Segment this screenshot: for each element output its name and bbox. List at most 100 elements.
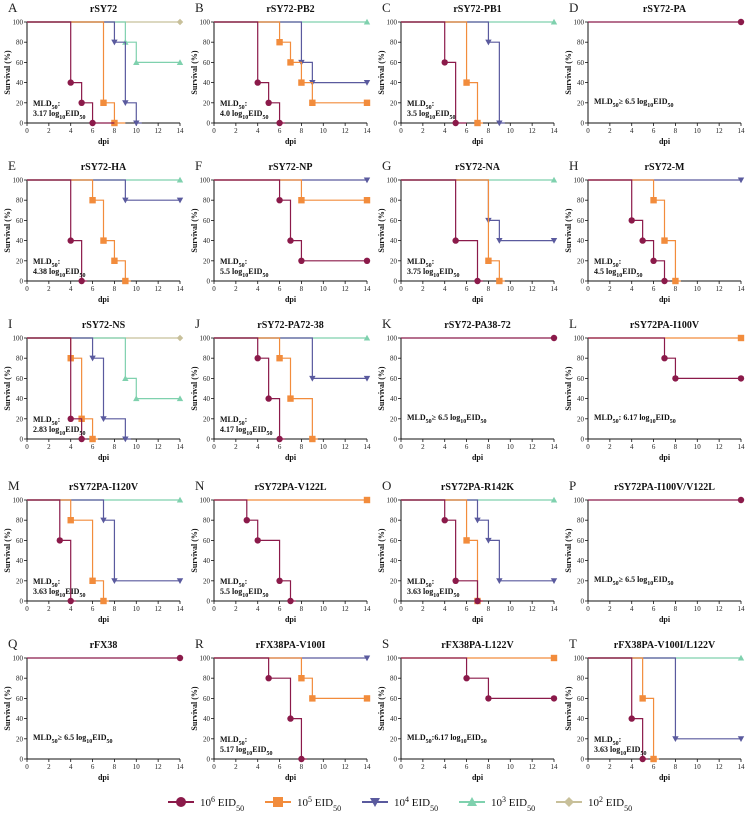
y-tick-label: 100 [387, 497, 398, 505]
x-tick-label: 0 [399, 127, 403, 135]
series-line-s1e5 [214, 337, 318, 440]
data-point-s1e4 [496, 578, 503, 584]
series-line-s1e4 [214, 21, 367, 84]
mld-annotation: 4.17 log10EID50 [220, 425, 272, 437]
data-point-s1e6 [265, 395, 272, 402]
x-tick-label: 14 [551, 285, 559, 293]
mld-annotation: 5.17 log10EID50 [220, 745, 272, 757]
y-tick-label: 20 [577, 257, 585, 265]
mld-annotation: MLD50: [220, 735, 247, 747]
y-tick-label: 40 [16, 79, 24, 87]
data-point-s1e3 [363, 334, 371, 341]
legend: 106 EID50 105 EID50 104 EID50 103 EID50 102 … [168, 795, 632, 813]
data-point-s1e6 [254, 355, 261, 362]
y-tick-label: 40 [390, 557, 398, 565]
x-tick-label: 10 [507, 127, 515, 135]
x-tick-label: 10 [133, 127, 141, 135]
y-tick-label: 20 [16, 735, 24, 743]
y-tick-label: 60 [577, 537, 585, 545]
y-tick-label: 80 [390, 355, 398, 363]
panel-letter: R [195, 636, 204, 651]
data-point-s1e6 [78, 435, 85, 443]
series-line-s1e3 [27, 337, 180, 400]
x-tick-label: 14 [738, 285, 746, 293]
x-tick-label: 14 [551, 605, 559, 613]
mld-annotation: MLD50: [407, 99, 434, 111]
data-point-s1e6 [485, 695, 492, 702]
x-tick-label: 6 [278, 127, 282, 135]
panel-title: rFX38PA-V100I [256, 640, 326, 651]
y-tick-label: 60 [16, 217, 24, 225]
x-tick-label: 0 [212, 763, 216, 771]
series-line-s1e6 [214, 21, 286, 124]
x-axis-label: dpi [285, 453, 297, 462]
x-tick-label: 2 [47, 763, 51, 771]
x-tick-label: 8 [300, 127, 304, 135]
y-tick-label: 40 [577, 237, 585, 245]
y-tick-label: 40 [577, 79, 585, 87]
y-tick-label: 0 [20, 278, 24, 286]
y-tick-label: 100 [13, 177, 24, 185]
x-tick-label: 4 [256, 763, 260, 771]
data-point-s1e5 [298, 79, 305, 86]
y-tick-label: 20 [577, 735, 585, 743]
data-point-s1e5 [122, 277, 129, 285]
y-axis-label: Survival (%) [190, 686, 199, 731]
x-tick-label: 8 [674, 127, 678, 135]
x-tick-label: 14 [551, 443, 559, 451]
data-point-s1e3 [363, 18, 371, 25]
panel-title: rSY72PA-I100V/V122L [614, 482, 715, 493]
x-tick-label: 4 [443, 285, 447, 293]
data-point-s1e6 [474, 277, 481, 285]
x-tick-label: 4 [443, 443, 447, 451]
y-axis-label: Survival (%) [564, 208, 573, 253]
x-axis-label: dpi [98, 615, 110, 624]
panel-title: rSY72PA-I100V [630, 320, 700, 331]
y-tick-label: 80 [16, 197, 24, 205]
y-tick-label: 80 [577, 355, 585, 363]
y-axis-label: Survival (%) [377, 50, 386, 95]
y-tick-label: 60 [203, 59, 211, 67]
panel-letter: G [382, 158, 391, 173]
x-axis-label: dpi [98, 137, 110, 146]
y-tick-label: 100 [387, 335, 398, 343]
data-point-s1e5 [287, 395, 294, 402]
y-tick-label: 20 [390, 415, 398, 423]
series-line-s1e6 [401, 499, 483, 602]
y-tick-label: 40 [203, 557, 211, 565]
data-point-s1e6 [287, 597, 294, 605]
data-point-s1e6 [67, 237, 74, 244]
x-tick-label: 8 [487, 605, 491, 613]
series-line-s1e4 [27, 499, 180, 582]
data-point-s1e5 [661, 237, 668, 244]
y-tick-label: 40 [16, 557, 24, 565]
panel-title: rFX38PA-L122V [441, 640, 514, 651]
x-tick-label: 12 [529, 605, 537, 613]
x-tick-label: 12 [155, 763, 163, 771]
x-tick-label: 14 [364, 605, 372, 613]
x-tick-label: 10 [507, 605, 515, 613]
y-tick-label: 0 [581, 756, 585, 764]
x-tick-label: 0 [25, 605, 29, 613]
data-point-s1e6 [452, 119, 459, 127]
x-tick-label: 14 [364, 127, 372, 135]
x-tick-label: 2 [234, 605, 238, 613]
x-tick-label: 2 [234, 127, 238, 135]
x-axis-label: dpi [659, 295, 671, 304]
x-tick-label: 14 [364, 443, 372, 451]
y-tick-label: 60 [16, 695, 24, 703]
x-axis-label: dpi [285, 295, 297, 304]
data-point-s1e4 [111, 578, 118, 584]
y-tick-label: 0 [20, 598, 24, 606]
x-tick-label: 6 [91, 285, 95, 293]
y-tick-label: 100 [574, 497, 585, 505]
x-tick-label: 6 [465, 443, 469, 451]
y-tick-label: 0 [394, 278, 398, 286]
y-tick-label: 40 [390, 237, 398, 245]
data-point-s1e5 [309, 99, 316, 106]
data-point-s1e6 [265, 675, 272, 682]
panel-letter: T [569, 636, 577, 651]
x-tick-label: 4 [69, 127, 73, 135]
x-tick-label: 6 [278, 443, 282, 451]
